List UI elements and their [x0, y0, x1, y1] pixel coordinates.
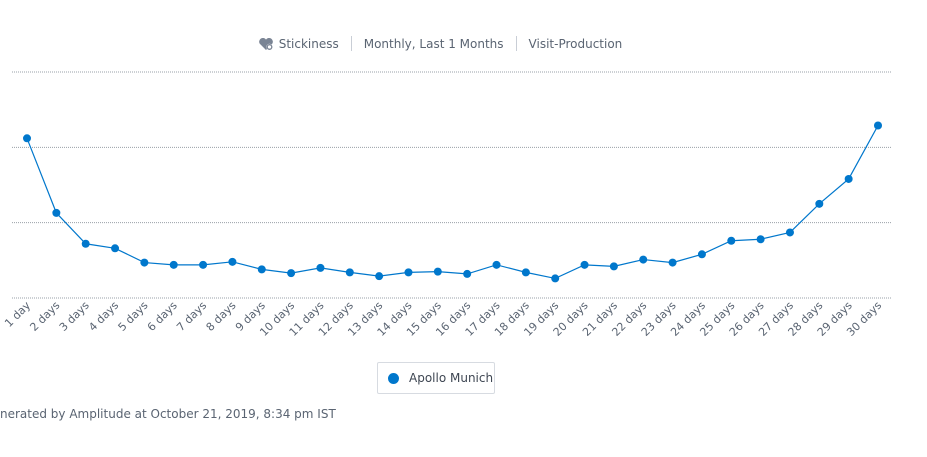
data-point[interactable] [668, 258, 677, 267]
data-point[interactable] [287, 269, 296, 278]
data-point[interactable] [815, 199, 824, 208]
stickiness-heart-icon [258, 37, 273, 50]
data-point[interactable] [609, 262, 618, 271]
x-tick-label: 6 days [145, 299, 180, 334]
data-point[interactable] [228, 257, 237, 266]
data-point[interactable] [81, 239, 90, 248]
chart-header: Stickiness Monthly, Last 1 Months Visit-… [0, 36, 880, 51]
data-point[interactable] [111, 244, 120, 253]
x-tick-label: 3 days [57, 299, 92, 334]
data-point[interactable] [492, 260, 501, 269]
data-point[interactable] [316, 263, 325, 272]
data-point[interactable] [169, 260, 178, 269]
footer-note: nerated by Amplitude at October 21, 2019… [0, 407, 336, 421]
legend-item[interactable]: Apollo Munich [377, 362, 495, 394]
data-point[interactable] [23, 134, 31, 143]
data-point[interactable] [375, 272, 384, 281]
data-point[interactable] [844, 174, 853, 183]
x-tick-label: 4 days [86, 299, 121, 334]
metric-label[interactable]: Stickiness [246, 37, 351, 51]
project-text: Visit-Production [528, 36, 623, 51]
data-point[interactable] [580, 260, 589, 269]
metric-text: Stickiness [278, 36, 339, 51]
data-point[interactable] [874, 121, 882, 130]
data-point[interactable] [756, 235, 765, 244]
legend-label: Apollo Munich [409, 371, 494, 385]
data-point[interactable] [785, 228, 794, 237]
data-point[interactable] [257, 265, 266, 274]
series-line [26, 125, 879, 280]
x-tick-label: 5 days [116, 299, 151, 334]
data-point[interactable] [433, 267, 442, 276]
date-range-label[interactable]: Monthly, Last 1 Months [352, 37, 516, 51]
data-point[interactable] [639, 255, 648, 264]
project-label[interactable]: Visit-Production [517, 37, 635, 51]
x-tick-label: 2 days [27, 299, 62, 334]
data-point[interactable] [463, 269, 472, 278]
data-point[interactable] [727, 236, 736, 245]
data-point[interactable] [551, 274, 560, 283]
data-point[interactable] [697, 250, 706, 259]
header-divider [350, 36, 352, 51]
legend-dot-icon [388, 372, 399, 384]
x-tick-label: 7 days [174, 299, 209, 334]
data-point[interactable] [140, 258, 149, 267]
date-range-text: Monthly, Last 1 Months [363, 36, 504, 51]
data-point[interactable] [521, 268, 530, 277]
data-point[interactable] [404, 268, 413, 277]
data-point[interactable] [199, 260, 208, 269]
header-divider [515, 36, 517, 51]
x-tick-label: 8 days [204, 299, 239, 334]
data-point[interactable] [52, 208, 61, 217]
data-point[interactable] [345, 268, 354, 277]
